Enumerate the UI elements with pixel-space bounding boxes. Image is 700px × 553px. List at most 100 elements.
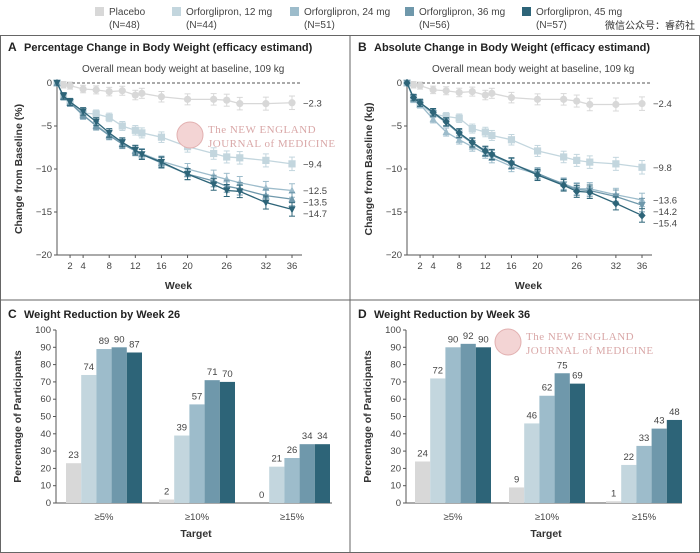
marker-circle bbox=[560, 95, 568, 103]
bar-value-label: 75 bbox=[557, 360, 568, 371]
bar bbox=[204, 380, 220, 503]
bar-value-label: 74 bbox=[84, 362, 95, 373]
marker-square bbox=[468, 124, 476, 133]
legend-label: Orforglipron, 45 mg bbox=[536, 7, 622, 18]
bar-value-label: 72 bbox=[433, 365, 444, 376]
y-tick-label: −5 bbox=[41, 121, 52, 132]
legend-item: Orforglipron, 12 mg (N=44) bbox=[172, 7, 272, 31]
bar-value-label: 62 bbox=[542, 383, 553, 394]
marker-square bbox=[157, 133, 166, 141]
bar-value-label: 92 bbox=[463, 331, 474, 342]
y-tick-label: 20 bbox=[40, 463, 51, 474]
panel-letter: D bbox=[358, 307, 367, 321]
marker-diamond bbox=[429, 108, 437, 117]
marker-circle bbox=[105, 88, 113, 96]
end-value-label: −15.4 bbox=[653, 218, 677, 229]
series-line bbox=[406, 82, 643, 201]
bar-value-label: 21 bbox=[272, 454, 283, 465]
legend-count: (N=57) bbox=[536, 20, 567, 31]
bar-value-label: 23 bbox=[68, 450, 79, 461]
marker-circle bbox=[236, 100, 244, 108]
bar bbox=[299, 444, 315, 503]
series-4: −14.7 bbox=[53, 79, 327, 220]
y-tick-label: 60 bbox=[40, 394, 51, 405]
marker-circle bbox=[118, 87, 126, 95]
bar bbox=[460, 343, 476, 503]
bar bbox=[430, 378, 446, 503]
end-value-label: −12.5 bbox=[303, 186, 327, 197]
bar-value-label: 69 bbox=[572, 371, 583, 382]
x-tick-label: ≥10% bbox=[185, 512, 210, 523]
marker-triangle-down bbox=[138, 151, 146, 159]
bar bbox=[189, 404, 205, 503]
bar bbox=[475, 347, 491, 503]
y-tick-label: 0 bbox=[47, 78, 52, 89]
bar bbox=[174, 435, 190, 503]
x-tick-label: 20 bbox=[532, 261, 543, 272]
legend-count: (N=56) bbox=[419, 20, 450, 31]
legend-label: Orforglipron, 36 mg bbox=[419, 7, 505, 18]
panel-title: Percentage Change in Body Weight (effica… bbox=[24, 42, 313, 54]
series-line bbox=[56, 82, 293, 211]
marker-circle bbox=[409, 81, 418, 89]
watermark-logo: The NEW ENGLAND JOURNAL of MEDICINE bbox=[494, 328, 654, 357]
bar-value-label: 48 bbox=[669, 407, 680, 418]
bar bbox=[219, 381, 235, 503]
panel-d: D Weight Reduction by Week 36 0 10 20 30 40 50 6… bbox=[358, 307, 682, 540]
y-tick-label: 0 bbox=[396, 498, 401, 509]
series-0: −2.4 bbox=[403, 79, 672, 112]
y-tick-label: 100 bbox=[385, 325, 401, 336]
panel-letter: C bbox=[8, 307, 17, 321]
marker-triangle-up bbox=[262, 191, 270, 199]
marker-circle bbox=[92, 86, 100, 94]
y-axis-label: Percentage of Participants bbox=[362, 350, 374, 483]
marker-square bbox=[481, 128, 489, 136]
bar bbox=[569, 383, 585, 503]
x-axis-label: Week bbox=[515, 280, 542, 292]
marker-triangle-down bbox=[92, 118, 100, 126]
marker-square bbox=[560, 153, 568, 161]
marker-circle bbox=[612, 100, 620, 109]
marker-triangle-down bbox=[79, 108, 87, 116]
x-tick-label: 16 bbox=[156, 261, 167, 272]
bar-value-label: 24 bbox=[417, 448, 428, 459]
bar bbox=[509, 487, 525, 503]
bar bbox=[606, 501, 622, 503]
marker-triangle-up bbox=[455, 135, 463, 143]
marker-square bbox=[262, 156, 270, 164]
marker-circle bbox=[468, 88, 476, 96]
x-tick-label: 4 bbox=[80, 261, 85, 272]
panel-subtitle: Overall mean body weight at baseline, 10… bbox=[82, 64, 284, 75]
y-tick-label: 30 bbox=[40, 446, 51, 457]
bar bbox=[81, 374, 97, 503]
bar-value-label: 90 bbox=[478, 334, 489, 345]
bar-value-label: 43 bbox=[654, 416, 665, 427]
bar-value-label: 2 bbox=[164, 487, 169, 498]
y-tick-label: −20 bbox=[386, 250, 402, 261]
bar bbox=[111, 347, 127, 503]
marker-square bbox=[236, 154, 244, 162]
y-tick-label: 40 bbox=[40, 429, 51, 440]
x-tick-label: 32 bbox=[261, 261, 272, 272]
end-value-label: −14.7 bbox=[303, 209, 327, 220]
legend-item: Placebo (N=48) bbox=[95, 7, 146, 31]
bar bbox=[96, 349, 112, 503]
marker-square bbox=[488, 131, 496, 140]
x-tick-label: 12 bbox=[130, 261, 141, 272]
bar-value-label: 46 bbox=[527, 410, 538, 421]
watermark-line2: JOURNAL of MEDICINE bbox=[526, 345, 654, 357]
marker-triangle-up bbox=[429, 115, 437, 123]
marker-square bbox=[92, 110, 100, 118]
legend-swatch bbox=[172, 7, 181, 16]
marker-square bbox=[612, 160, 620, 168]
bar-value-label: 33 bbox=[639, 433, 650, 444]
bar bbox=[314, 444, 330, 503]
bar-value-label: 9 bbox=[514, 474, 519, 485]
bar-value-label: 90 bbox=[114, 334, 125, 345]
marker-circle bbox=[638, 100, 646, 108]
bar-value-label: 0 bbox=[259, 490, 264, 501]
marker-square bbox=[638, 163, 646, 171]
end-value-label: −14.2 bbox=[653, 207, 677, 218]
series-line bbox=[406, 82, 643, 168]
